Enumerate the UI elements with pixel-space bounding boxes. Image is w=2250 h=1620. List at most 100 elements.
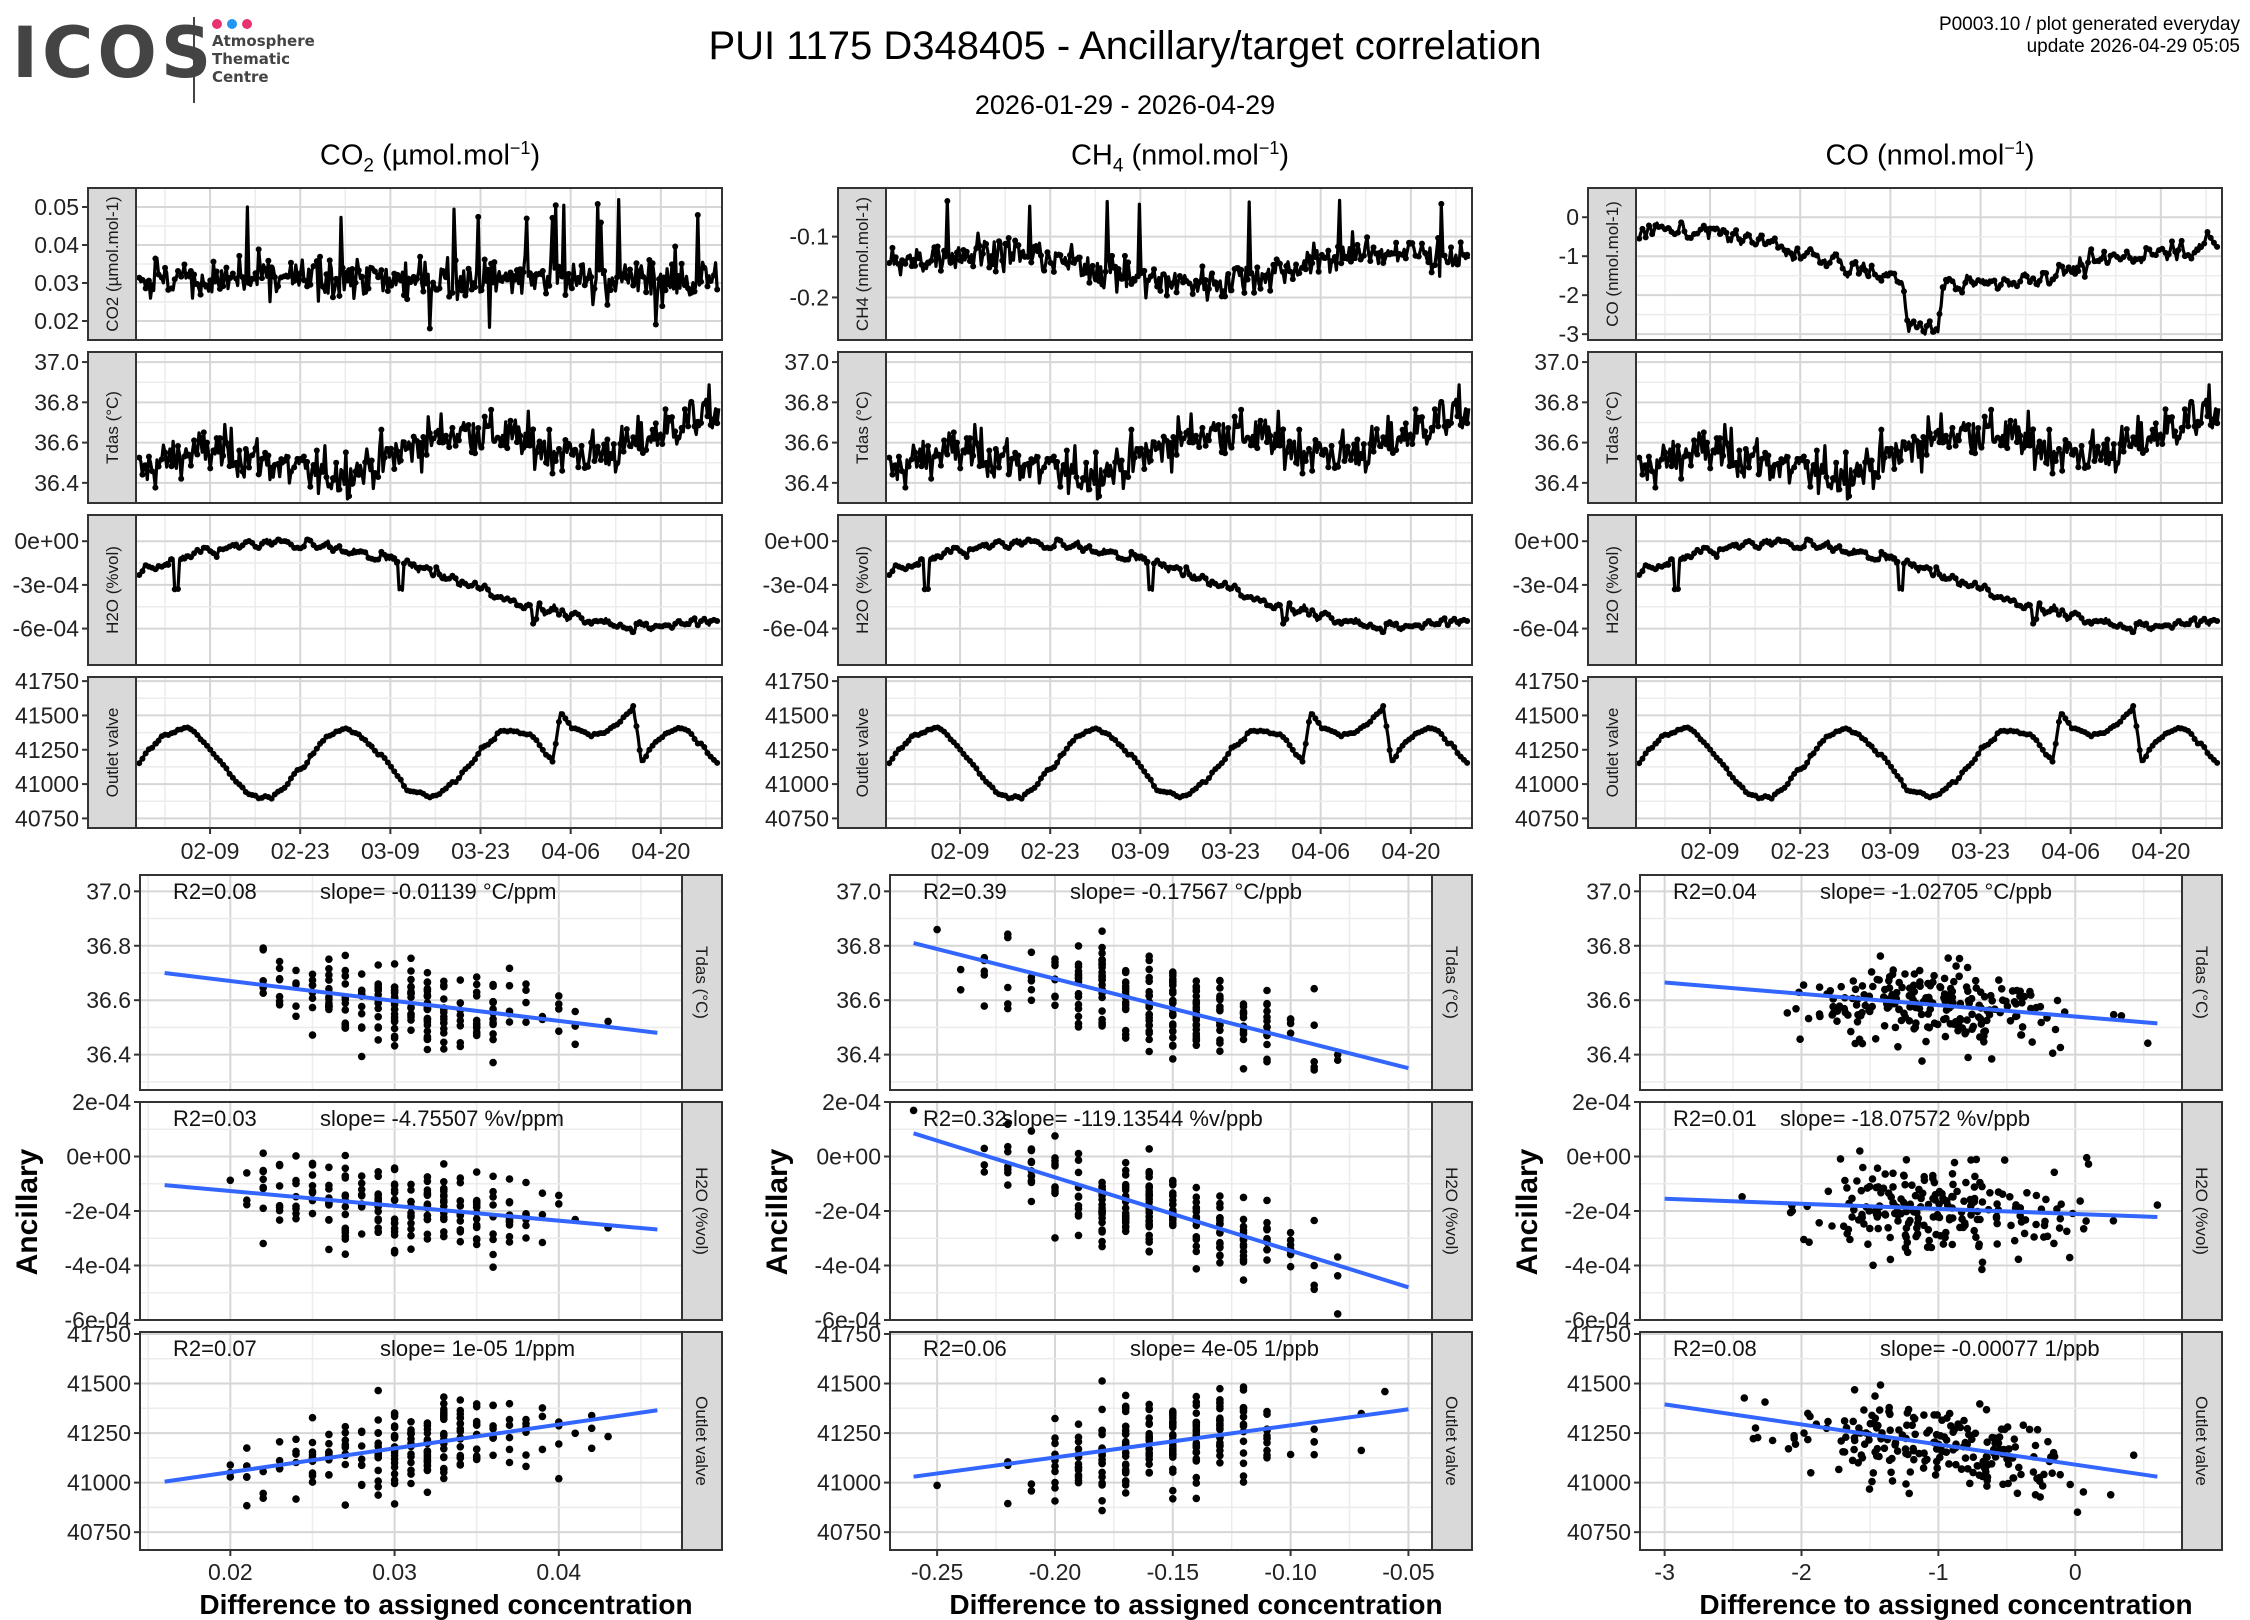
series-point [1376,249,1383,256]
series-point [1742,445,1749,452]
scatter-point [341,1210,350,1219]
scatter-point [2006,1017,2015,1025]
series-point [999,452,1006,459]
series-point [2033,615,2040,622]
series-point [1758,232,1765,239]
x-tick-label: -0.25 [911,1559,963,1585]
series-point [2191,735,2198,742]
series-point [2172,428,2179,435]
scatter-point [292,1152,300,1160]
series-point [1984,586,1991,593]
series-point [1441,423,1448,430]
scatter-point [357,1052,366,1061]
scatter-point [292,1447,300,1456]
series-point [1302,606,1309,613]
scatter-point [1145,1014,1153,1022]
scatter-point [1914,1214,1923,1223]
scatter-point [1960,1197,1968,1205]
scatter-point [440,1008,448,1017]
scatter-point [1145,1405,1153,1414]
y-tick-label: -4e-04 [65,1253,132,1279]
panel-border [135,351,723,504]
scatter-point [1978,1265,1986,1274]
scatter-point [2023,1189,2031,1197]
y-tick-label: -0.2 [789,284,829,310]
scatter-point [1145,1460,1153,1468]
y-tick-label: 0.05 [34,194,79,220]
scatter-point [1910,1415,1919,1423]
series-point [581,282,588,289]
series-point [1341,458,1348,465]
series-point [1949,278,1956,285]
scatter-point [1192,1233,1201,1241]
series-point [2201,240,2208,247]
series-point [410,433,417,440]
series-point [694,212,701,219]
scatter-point [1852,1001,1861,1009]
series-point [484,586,491,593]
series-point [643,753,650,760]
series-point [1707,746,1714,753]
scatter-point [456,999,465,1007]
scatter-point [308,1182,317,1190]
series-point [1636,760,1643,767]
scatter-point [2076,1197,2084,1205]
series-point [565,270,572,277]
series-point [139,471,146,478]
series-point [1716,435,1723,442]
scatter-point [1842,1433,1850,1441]
scatter-point [1957,1465,1966,1473]
scatter-point [390,1016,399,1025]
series-point [1302,740,1309,747]
scatter-point [259,1149,268,1157]
series-point [1315,268,1322,275]
scatter-point [1169,1418,1177,1427]
series-point [1102,268,1109,275]
scatter-point [1906,1003,1914,1011]
series-point [691,615,698,622]
series-point [165,456,172,463]
scatter-point [407,1013,415,1021]
scatter-point [1381,1387,1389,1396]
series-point [1846,270,1853,277]
scatter-point [1098,1018,1106,1027]
series-point [915,456,922,463]
scatter-point [2013,986,2021,995]
scatter-point [390,1165,399,1174]
y-tick-label: 41000 [817,1470,881,1496]
series-point [2007,417,2014,424]
scatter-point [1844,1011,1852,1019]
y-tick-label: 41500 [1515,702,1579,728]
series-point [1464,420,1471,427]
scatter-point [1051,1478,1059,1487]
series-point [242,445,249,452]
series-point [1933,326,1940,333]
scatter-point [1954,1026,1962,1035]
series-point [1367,440,1374,447]
series-point [617,440,624,447]
scatter-point [357,1191,366,1199]
facet-strip-label: CH4 (nmol.mol-1) [853,197,872,331]
column-title-co2: CO2 (µmol.mol−1) [130,138,730,177]
series-point [155,463,162,470]
series-point [1949,424,1956,431]
series-point [1134,759,1141,766]
series-point [1125,556,1132,563]
series-point [1063,447,1070,454]
scatter-point [1837,982,1845,991]
scatter-point [2048,1049,2057,1057]
scatter-point [1121,1204,1130,1212]
series-point [491,259,498,266]
series-point [2013,283,2020,290]
series-point [1409,240,1416,247]
series-point [934,243,941,250]
scatter-point [1975,1242,1983,1251]
scatter-point [1876,1381,1885,1389]
series-point [2207,234,2214,241]
series-point [1196,444,1203,451]
scatter-point [555,1474,563,1483]
series-point [349,480,356,487]
scatter-point [1874,1421,1882,1430]
series-point [2088,246,2095,253]
